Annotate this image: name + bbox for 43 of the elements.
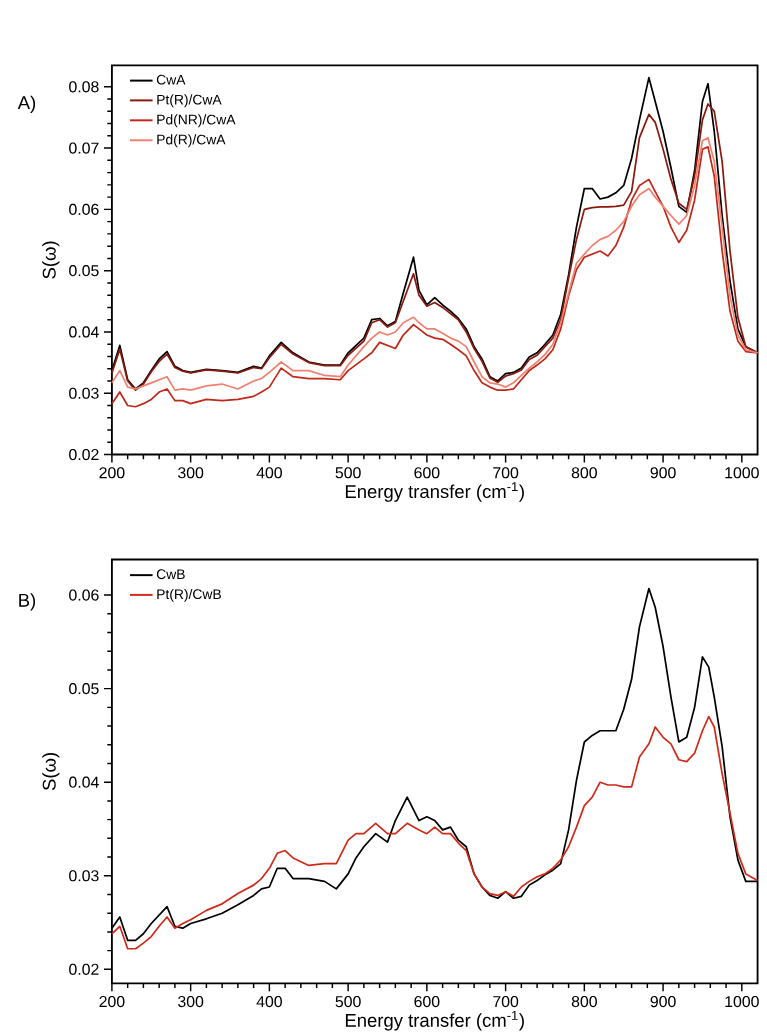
y-tick-label: 0.03 — [68, 870, 99, 882]
x-tick-label: 400 — [256, 467, 282, 479]
x-tick-label: 1000 — [725, 995, 759, 1008]
y-axis-title: S(ω) — [41, 753, 60, 791]
y-tick-label: 0.07 — [68, 142, 99, 154]
x-tick-label: 700 — [492, 467, 518, 479]
y-tick-label: 0.02 — [68, 448, 99, 461]
y-tick-label: 0.02 — [68, 963, 99, 975]
text: A) — [17, 95, 35, 113]
x-tick-label: 500 — [335, 995, 361, 1008]
x-tick-label: 500 — [335, 467, 361, 479]
legend-label: CwB — [156, 569, 185, 580]
x-tick-label: 800 — [571, 467, 597, 479]
x-tick-label: 300 — [177, 995, 204, 1008]
x-tick-label: 700 — [492, 995, 518, 1008]
legend-label: Pt(R)/CwA — [157, 94, 222, 108]
legend-label: Pt(R)/CwB — [157, 588, 221, 602]
x-axis-title: Energy transfer (cm$^{-1}$) — [345, 482, 524, 502]
y-tick-label: 0.05 — [68, 265, 99, 277]
x-tick-label: 600 — [414, 467, 440, 479]
text: B) — [19, 593, 35, 611]
y-tick-label: 0.05 — [68, 683, 99, 695]
x-axis-title: Energy transfer (cm$^{-1}$) — [345, 1010, 524, 1031]
legend-label: Pd(R)/CwA — [157, 134, 226, 148]
x-tick-label: 200 — [99, 995, 125, 1008]
x-tick-label: 1000 — [725, 467, 759, 479]
y-axis-title: S(ω) — [41, 241, 60, 279]
legend-label: CwA — [156, 74, 186, 85]
y-tick-label: 0.04 — [68, 776, 99, 788]
legend-label: Pd(NR)/CwA — [157, 114, 236, 128]
y-tick-label: 0.06 — [68, 589, 99, 601]
x-tick-label: 900 — [650, 995, 676, 1008]
x-tick-label: 600 — [414, 995, 440, 1008]
x-tick-label: 300 — [177, 467, 204, 479]
y-tick-label: 0.08 — [68, 81, 99, 93]
y-tick-label: 0.06 — [68, 203, 99, 215]
line-series — [110, 715, 759, 950]
x-tick-label: 900 — [650, 467, 676, 479]
x-tick-label: 400 — [256, 995, 282, 1008]
x-tick-label: 200 — [99, 467, 125, 479]
y-tick-label: 0.03 — [68, 387, 99, 399]
x-tick-label: 800 — [571, 995, 597, 1008]
y-tick-label: 0.04 — [68, 326, 99, 338]
